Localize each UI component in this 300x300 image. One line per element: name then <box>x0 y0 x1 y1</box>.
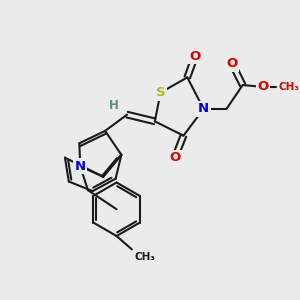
Text: CH₃: CH₃ <box>135 252 156 262</box>
Text: S: S <box>156 86 165 99</box>
Text: O: O <box>257 80 269 93</box>
Text: CH₃: CH₃ <box>278 82 299 92</box>
Text: N: N <box>75 160 86 173</box>
Text: N: N <box>198 102 209 116</box>
Text: O: O <box>169 151 181 164</box>
Text: H: H <box>109 99 119 112</box>
Text: O: O <box>189 50 201 63</box>
Text: O: O <box>226 58 238 70</box>
